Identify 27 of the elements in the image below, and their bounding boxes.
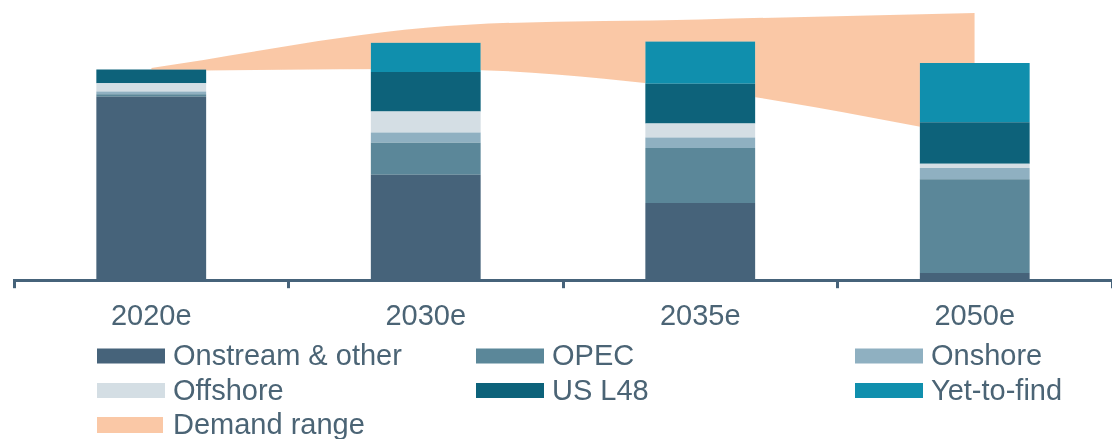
bar — [645, 83, 756, 124]
legend-label: OPEC — [552, 339, 635, 371]
x-tick-label: 2050e — [934, 298, 1016, 331]
bar — [645, 147, 756, 204]
bar — [370, 42, 481, 72]
x-tick-label: 2035e — [659, 298, 741, 331]
x-tick-label: 2030e — [385, 298, 467, 331]
legend-label: US L48 — [552, 373, 649, 406]
legend-label: Onstream & other — [173, 339, 403, 371]
bar — [370, 142, 481, 175]
legend-label: Yet-to-find — [931, 373, 1063, 406]
bar — [96, 83, 207, 92]
bar — [645, 41, 756, 84]
legend-label: Offshore — [173, 373, 284, 406]
bar — [919, 163, 1030, 168]
bar — [96, 69, 207, 84]
x-tick-label: 2020e — [110, 298, 192, 331]
bar — [919, 179, 1030, 274]
bar — [645, 123, 756, 138]
bar — [645, 137, 756, 148]
bar — [919, 167, 1030, 180]
bar — [919, 62, 1030, 123]
bar — [370, 111, 481, 133]
legend-label: Onshore — [931, 339, 1043, 371]
bar — [370, 132, 481, 143]
bar — [919, 122, 1030, 164]
bar — [370, 71, 481, 112]
